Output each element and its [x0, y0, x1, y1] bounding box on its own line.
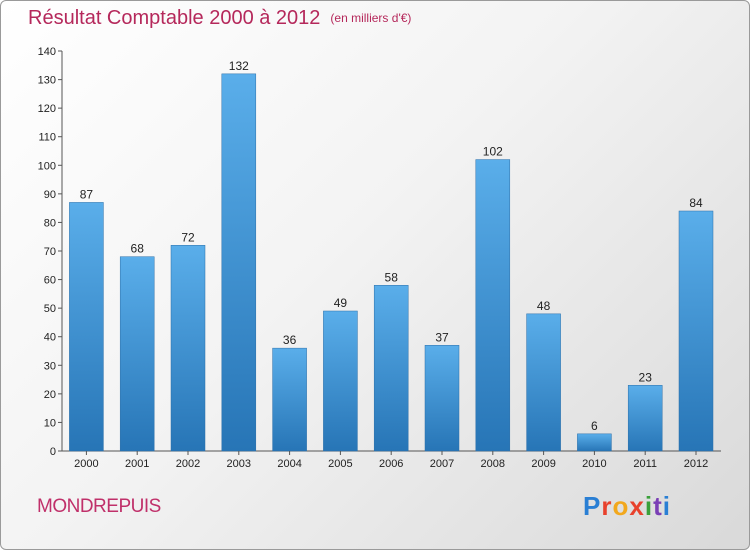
bar-value-label: 132 — [229, 59, 249, 73]
bar-value-label: 36 — [283, 333, 297, 347]
x-tick-label: 2009 — [531, 458, 555, 470]
y-tick-label: 90 — [44, 189, 56, 201]
x-tick-label: 2011 — [633, 458, 657, 470]
bar-value-label: 102 — [483, 145, 503, 159]
bar-2005 — [323, 310, 358, 452]
bar-value-label: 49 — [334, 296, 348, 310]
y-tick-label: 0 — [50, 446, 56, 458]
bar-2000 — [69, 202, 104, 452]
bar-value-label: 6 — [591, 419, 598, 433]
y-tick-label: 50 — [44, 303, 56, 315]
y-tick-label: 60 — [44, 275, 56, 287]
bar-value-label: 87 — [80, 187, 94, 201]
bar-2002 — [170, 245, 206, 452]
y-tick-label: 20 — [44, 389, 56, 401]
chart-subtitle: (en milliers d'€) — [330, 11, 412, 25]
proxiti-logo: Proxiti — [583, 491, 671, 521]
commune-name: MONDREPUIS — [37, 496, 161, 517]
chart-title-text: Résultat Comptable 2000 à 2012 — [28, 7, 321, 29]
y-tick-label: 10 — [44, 417, 56, 429]
bar-value-label: 23 — [639, 370, 653, 384]
y-tick-label: 70 — [44, 246, 56, 258]
x-tick-label: 2001 — [125, 458, 149, 470]
x-tick-label: 2005 — [328, 458, 352, 470]
bar-value-label: 58 — [385, 270, 399, 284]
y-tick-label: 40 — [44, 332, 56, 344]
x-tick-label: 2008 — [481, 458, 505, 470]
y-tick-label: 30 — [44, 360, 56, 372]
y-tick-label: 80 — [44, 217, 56, 229]
y-tick-label: 130 — [38, 75, 56, 87]
bar-2010 — [577, 433, 612, 452]
x-tick-label: 2000 — [74, 458, 98, 470]
bar-value-label: 72 — [181, 230, 195, 244]
bar-value-label: 68 — [131, 242, 145, 256]
bar-2011 — [627, 385, 663, 452]
bar-value-label: 48 — [537, 299, 551, 313]
bar-2003 — [221, 73, 257, 452]
bar-2004 — [272, 347, 307, 452]
x-tick-label: 2004 — [277, 458, 301, 470]
bar-2009 — [526, 313, 561, 452]
bar-value-label: 84 — [689, 196, 703, 210]
y-tick-label: 140 — [38, 46, 56, 58]
bar-2001 — [119, 256, 155, 452]
bar-2006 — [373, 285, 409, 452]
x-tick-label: 2006 — [379, 458, 403, 470]
bar-2012 — [678, 210, 714, 452]
x-tick-label: 2002 — [176, 458, 200, 470]
x-tick-label: 2007 — [430, 458, 454, 470]
bar-2007 — [424, 345, 460, 452]
chart-title: Résultat Comptable 2000 à 2012 (en millie… — [28, 7, 411, 30]
x-tick-label: 2010 — [582, 458, 606, 470]
y-tick-label: 110 — [38, 132, 56, 144]
y-tick-label: 100 — [38, 160, 56, 172]
bar-2008 — [475, 159, 511, 452]
y-tick-label: 120 — [38, 103, 56, 115]
x-tick-label: 2003 — [227, 458, 251, 470]
bar-value-label: 37 — [435, 330, 449, 344]
x-tick-label: 2012 — [684, 458, 708, 470]
